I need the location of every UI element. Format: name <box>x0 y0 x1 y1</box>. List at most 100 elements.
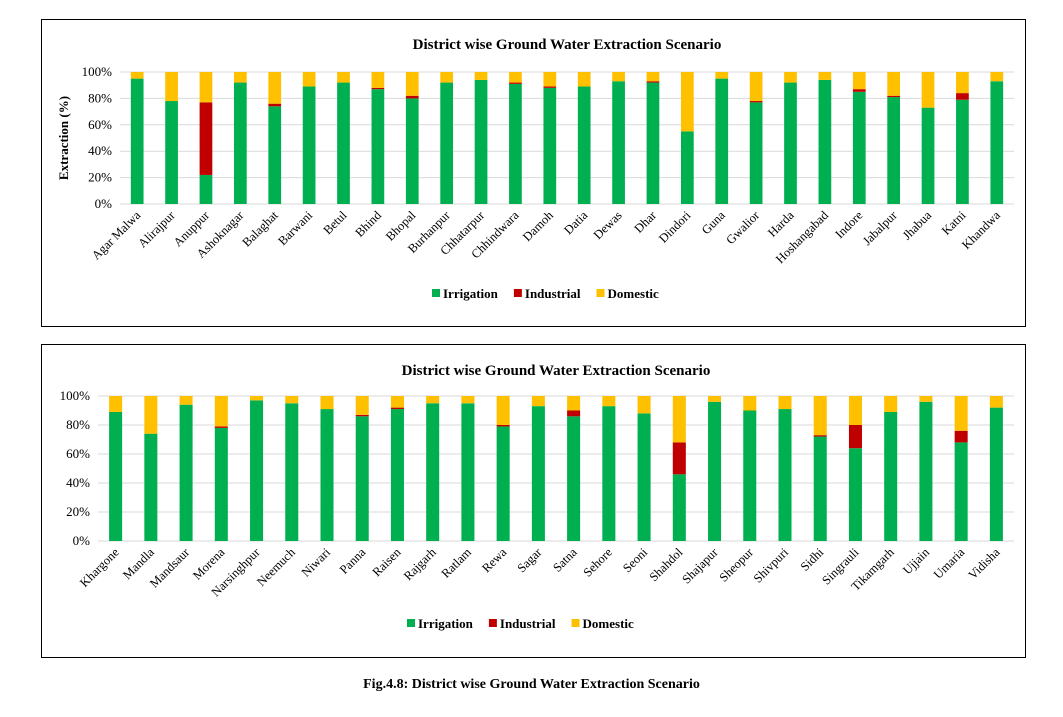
x-tick-label: Seoni <box>620 545 650 575</box>
bar-domestic-bhind <box>371 72 385 88</box>
y-tick-label: 20% <box>88 170 112 185</box>
x-tick-label: Jhabua <box>900 208 935 243</box>
bar-domestic-morena <box>214 396 228 427</box>
x-tick-label: Panna <box>337 545 369 577</box>
bar-domestic-shivpuri <box>778 396 792 410</box>
bar-industrial-shahdol <box>672 442 686 475</box>
bar-domestic-ashoknagar <box>233 72 247 83</box>
bar-industrial-rewa <box>496 425 510 427</box>
legend-swatch-domestic <box>571 619 580 627</box>
x-tick-label: Alirajpur <box>135 208 178 251</box>
legend-label-industrial: Industrial <box>500 616 556 631</box>
x-tick-label: Ratlam <box>439 545 475 581</box>
bar-domestic-neemuch <box>285 396 299 404</box>
bar-irrigation-shivpuri <box>778 409 792 541</box>
bar-domestic-shajapur <box>708 396 722 402</box>
bar-irrigation-ratlam <box>461 403 475 541</box>
bar-irrigation-tikamgarh <box>884 411 898 541</box>
bar-domestic-mandsaur <box>179 396 193 405</box>
bar-industrial-dhar <box>646 81 660 83</box>
bar-domestic-sidhi <box>813 396 827 436</box>
bar-irrigation-bhopal <box>405 98 419 204</box>
bar-irrigation-betul <box>337 82 350 204</box>
bar-domestic-tikamgarh <box>884 396 898 412</box>
bar-irrigation-barwani <box>302 86 316 204</box>
bar-domestic-rewa <box>496 396 510 425</box>
y-tick-label: 60% <box>88 117 112 132</box>
x-tick-label: Khargone <box>77 545 122 590</box>
bar-industrial-katni <box>956 93 969 100</box>
bar-industrial-damoh <box>543 86 557 88</box>
bar-irrigation-niwari <box>320 409 334 541</box>
bar-domestic-panna <box>355 396 369 415</box>
bar-irrigation-gwalior <box>749 102 763 204</box>
bar-domestic-agar-malwa <box>130 72 144 79</box>
y-tick-label: 40% <box>88 143 112 158</box>
x-tick-label: Khandwa <box>959 208 1003 252</box>
y-tick-label: 60% <box>66 446 90 461</box>
bar-irrigation-khandwa <box>990 81 1004 204</box>
legend-label-industrial: Industrial <box>525 286 581 301</box>
bar-irrigation-sehore <box>602 406 616 541</box>
legend-swatch-industrial <box>488 619 497 627</box>
x-tick-label: Jabalpur <box>860 208 900 248</box>
bar-domestic-barwani <box>302 72 316 87</box>
bar-irrigation-sheopur <box>743 410 757 541</box>
bar-domestic-dewas <box>612 72 625 82</box>
x-tick-label: Sheopur <box>717 545 757 585</box>
bar-domestic-harda <box>784 72 797 83</box>
chart-panel-1: District wise Ground Water Extraction Sc… <box>41 19 1026 327</box>
x-tick-label: Neemuch <box>254 545 298 589</box>
x-tick-label: Shajapur <box>679 545 721 587</box>
bar-irrigation-shahdol <box>672 474 686 541</box>
x-tick-label: Satna <box>550 545 580 575</box>
bar-irrigation-jhabua <box>921 107 935 204</box>
bar-industrial-jabalpur <box>887 95 901 98</box>
x-tick-label: Gwalior <box>723 208 762 247</box>
bar-irrigation-dindori <box>680 131 694 204</box>
x-tick-label: Datia <box>561 208 590 237</box>
legend-swatch-irrigation <box>432 289 440 297</box>
x-tick-label: Guna <box>699 208 728 237</box>
bar-irrigation-chhatarpur <box>474 79 488 204</box>
x-tick-label: Ujjain <box>900 545 933 578</box>
bar-domestic-rajgarh <box>426 396 440 404</box>
bar-industrial-bhind <box>371 87 385 90</box>
bar-irrigation-bhind <box>371 89 385 204</box>
x-tick-label: Sagar <box>514 545 545 576</box>
bar-irrigation-harda <box>784 82 797 204</box>
bar-industrial-morena <box>214 426 228 428</box>
bar-irrigation-burhanpur <box>440 82 454 204</box>
bar-irrigation-narsinghpur <box>250 400 264 541</box>
bar-irrigation-guna <box>715 78 729 204</box>
y-axis-label: Extraction (%) <box>56 96 71 180</box>
bar-irrigation-agar-malwa <box>130 78 144 204</box>
bar-domestic-shahdol <box>672 396 686 443</box>
x-tick-label: Damoh <box>520 208 556 244</box>
legend-label-irrigation: Irrigation <box>418 616 474 631</box>
bar-domestic-seoni <box>637 396 651 414</box>
bar-irrigation-ashoknagar <box>233 82 247 204</box>
bar-domestic-dhar <box>646 72 660 82</box>
x-tick-label: Dewas <box>591 208 625 242</box>
bar-domestic-betul <box>337 72 350 83</box>
bar-domestic-hoshangabad <box>818 72 832 80</box>
chart-title: District wise Ground Water Extraction Sc… <box>402 363 711 379</box>
bar-irrigation-indore <box>852 91 866 204</box>
bar-domestic-burhanpur <box>440 72 454 83</box>
bar-irrigation-rajgarh <box>426 403 440 541</box>
x-tick-label: Rajgarh <box>401 545 439 583</box>
x-tick-label: Rewa <box>479 545 509 575</box>
bar-industrial-balaghat <box>268 103 282 107</box>
y-tick-label: 0% <box>95 196 113 211</box>
bar-irrigation-seoni <box>637 413 651 541</box>
bar-domestic-sheopur <box>743 396 757 411</box>
bar-domestic-datia <box>577 72 591 87</box>
bar-industrial-gwalior <box>749 101 763 103</box>
bar-irrigation-mandsaur <box>179 404 193 541</box>
y-tick-label: 100% <box>82 64 113 79</box>
legend-label-domestic: Domestic <box>608 286 659 301</box>
bar-domestic-sagar <box>531 396 545 407</box>
bar-domestic-dindori <box>680 72 694 132</box>
bar-industrial-chhindwara <box>509 82 522 84</box>
